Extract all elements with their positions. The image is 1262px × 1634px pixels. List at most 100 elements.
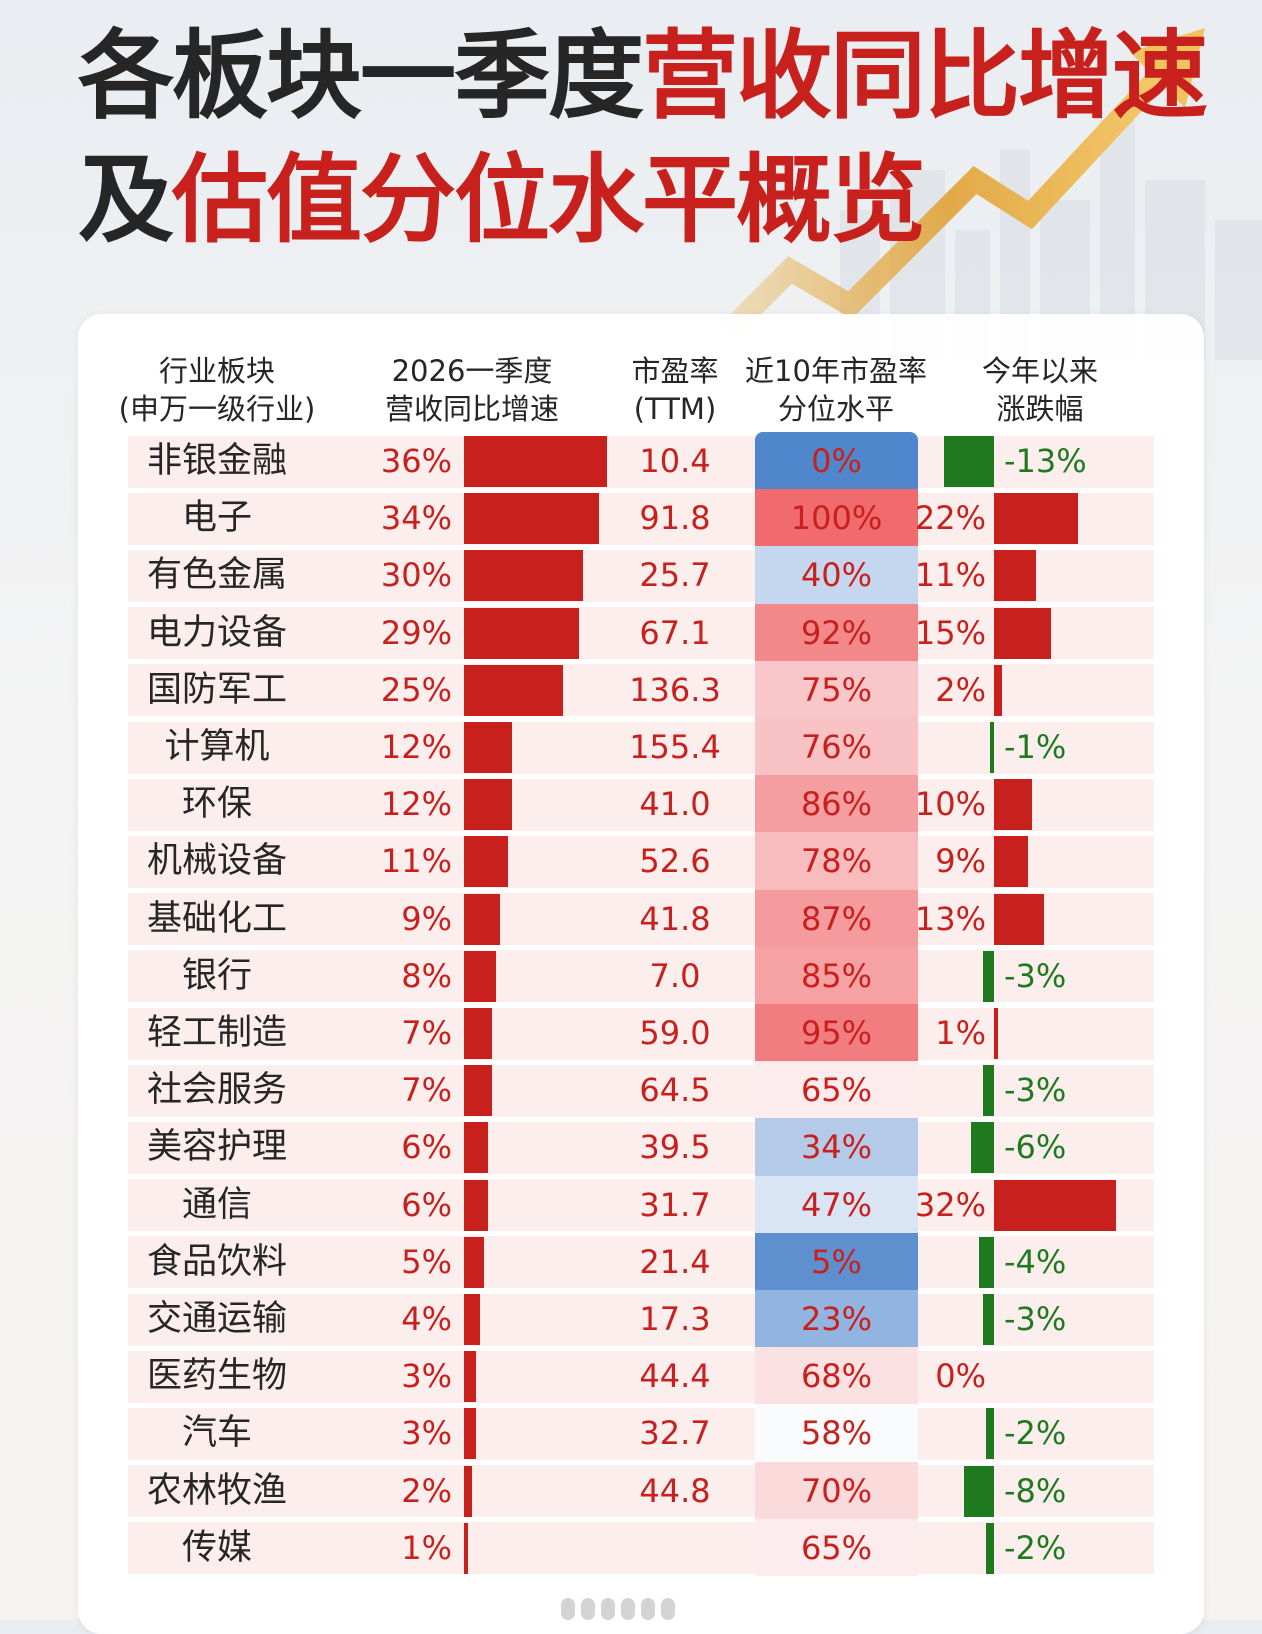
revenue-growth-label: 34% xyxy=(380,499,452,538)
pe-ttm-value: 44.4 xyxy=(639,1357,711,1396)
industry-name: 非银金融 xyxy=(146,441,287,481)
industry-name: 有色金属 xyxy=(146,555,287,596)
industry-name: 美容护理 xyxy=(146,1127,287,1168)
industry-name: 轻工制造 xyxy=(146,1013,287,1053)
percentile-heat-cell xyxy=(755,1347,918,1405)
industry-name: 国防军工 xyxy=(146,669,287,710)
percentile-heat-cell xyxy=(755,1175,918,1234)
percentile-label: 76% xyxy=(800,728,873,766)
revenue-growth-bar xyxy=(464,1065,492,1117)
percentile-label: 47% xyxy=(800,1185,873,1224)
ytd-change-label: 22% xyxy=(914,499,986,538)
percentile-heat-cell xyxy=(755,1290,918,1348)
ytd-change-label: 0% xyxy=(935,1357,986,1396)
revenue-growth-label: 2% xyxy=(401,1471,452,1510)
revenue-growth-bar xyxy=(464,1522,468,1574)
percentile-label: 78% xyxy=(800,842,873,881)
header-industry-line2: (申万一级行业) xyxy=(118,392,316,426)
revenue-growth-label: 7% xyxy=(401,1014,452,1052)
ytd-change-label: 13% xyxy=(914,899,986,938)
row-background xyxy=(128,721,1154,774)
industry-name: 社会服务 xyxy=(146,1070,287,1111)
pe-ttm-value: 52.6 xyxy=(639,842,711,881)
industry-name: 交通运输 xyxy=(146,1299,287,1339)
title-dark-part: 及 xyxy=(78,144,174,256)
header-percentile-line1: 近10年市盈率 xyxy=(745,354,927,388)
ytd-change-label: -3% xyxy=(1004,956,1067,995)
percentile-label: 68% xyxy=(800,1357,873,1396)
percentile-heat-cell xyxy=(755,775,918,833)
row-background xyxy=(128,607,1154,660)
revenue-growth-bar xyxy=(464,550,584,602)
revenue-growth-label: 6% xyxy=(401,1185,452,1224)
revenue-growth-label: 12% xyxy=(380,728,452,766)
industry-name: 汽车 xyxy=(181,1413,252,1454)
industry-name: 机械设备 xyxy=(146,841,287,882)
revenue-growth-bar xyxy=(464,664,564,716)
percentile-heat-cell xyxy=(755,718,918,776)
ytd-change-bar xyxy=(963,1465,994,1517)
header-percentile-line2: 分位水平 xyxy=(777,392,894,426)
revenue-growth-label: 3% xyxy=(401,1414,452,1453)
revenue-growth-label: 29% xyxy=(380,613,452,652)
revenue-growth-bar xyxy=(464,893,500,945)
percentile-label: 5% xyxy=(811,1242,862,1281)
page-title-line1: 各板块一季度营收同比增速 xyxy=(78,28,1208,124)
percentile-heat-cell xyxy=(755,1118,918,1177)
ytd-change-bar xyxy=(986,1408,994,1460)
pe-ttm-value: 17.3 xyxy=(639,1300,711,1338)
ytd-change-label: -2% xyxy=(1004,1414,1067,1453)
ytd-change-label: 15% xyxy=(914,613,986,652)
industry-name: 医药生物 xyxy=(146,1356,287,1397)
ytd-change-bar xyxy=(994,1179,1116,1231)
header-revenue: 2026一季度 营收同比增速 xyxy=(362,352,582,428)
revenue-growth-bar xyxy=(464,607,580,659)
ytd-change-label: -6% xyxy=(1004,1128,1067,1167)
pe-ttm-value: 7.0 xyxy=(649,956,701,995)
row-background xyxy=(128,492,1154,545)
industry-name: 农林牧渔 xyxy=(146,1470,287,1511)
percentile-heat-cell xyxy=(755,489,918,547)
revenue-growth-bar xyxy=(464,950,496,1002)
percentile-heat-cell xyxy=(755,1232,918,1291)
percentile-heat-cell xyxy=(755,660,918,719)
rising-arrow-icon xyxy=(722,28,1205,338)
pe-ttm-value xyxy=(612,1519,738,1578)
header-ytd-line2: 涨跌幅 xyxy=(996,392,1084,426)
industry-name: 电力设备 xyxy=(146,612,287,653)
percentile-label: 95% xyxy=(800,1014,873,1052)
revenue-growth-bar xyxy=(464,1465,472,1517)
page-title-line2: 及估值分位水平概览 xyxy=(78,152,926,248)
ytd-change-label: -3% xyxy=(1004,1071,1067,1110)
ytd-change-label: -1% xyxy=(1004,728,1067,766)
ytd-change-bar xyxy=(994,493,1078,545)
industry-name: 食品饮料 xyxy=(146,1241,287,1282)
title-dark-part: 各板块一季度 xyxy=(78,20,644,132)
ytd-change-bar xyxy=(982,1065,994,1117)
percentile-heat-cell xyxy=(755,889,918,948)
pe-ttm-value: 31.7 xyxy=(639,1185,711,1224)
industry-name: 传媒 xyxy=(181,1527,252,1568)
title-red-part: 估值分位水平概览 xyxy=(172,144,926,256)
header-revenue-line2: 营收同比增速 xyxy=(384,392,559,426)
header-pe: 市盈率 (TTM) xyxy=(612,352,738,428)
header-percentile: 近10年市盈率 分位水平 xyxy=(740,352,932,428)
ytd-change-label: 2% xyxy=(935,670,986,709)
revenue-growth-bar xyxy=(464,493,600,545)
pe-ttm-value: 41.0 xyxy=(639,785,711,824)
pe-ttm-value: 25.7 xyxy=(639,556,711,595)
ytd-change-label: -3% xyxy=(1004,1300,1067,1338)
percentile-label: 58% xyxy=(800,1414,873,1453)
ytd-change-label: -8% xyxy=(1004,1471,1067,1510)
header-industry: 行业板块 (申万一级行业) xyxy=(112,352,322,428)
percentile-label: 70% xyxy=(800,1471,873,1510)
percentile-label: 100% xyxy=(790,499,883,538)
ytd-change-label: 1% xyxy=(935,1014,986,1052)
header-pe-line1: 市盈率 xyxy=(631,354,719,388)
ytd-change-label: -4% xyxy=(1004,1242,1067,1281)
row-background xyxy=(128,1407,1154,1460)
revenue-growth-label: 5% xyxy=(401,1242,452,1281)
revenue-growth-label: 4% xyxy=(401,1300,452,1338)
ytd-change-bar xyxy=(978,1236,994,1288)
percentile-label: 75% xyxy=(800,670,873,709)
